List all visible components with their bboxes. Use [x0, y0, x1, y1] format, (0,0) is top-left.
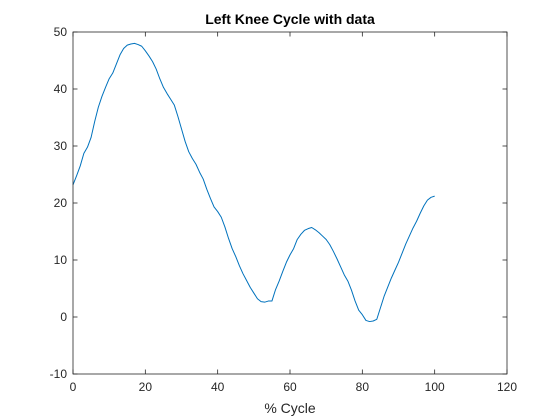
- x-tick-label: 20: [139, 380, 153, 394]
- y-tick-label: -10: [50, 367, 68, 381]
- x-tick-label: 40: [211, 380, 225, 394]
- x-tick-label: 0: [70, 380, 77, 394]
- y-tick-label: 30: [54, 139, 68, 153]
- x-tick-label: 120: [497, 380, 517, 394]
- x-tick-label: 60: [283, 380, 297, 394]
- y-tick-label: 20: [54, 196, 68, 210]
- x-tick-label: 80: [356, 380, 370, 394]
- y-tick-label: 10: [54, 253, 68, 267]
- x-tick-label: 100: [425, 380, 445, 394]
- x-axis-title: % Cycle: [264, 400, 316, 416]
- plot-area: [73, 32, 507, 374]
- y-tick-label: 50: [54, 25, 68, 39]
- y-tick-label: 0: [60, 310, 67, 324]
- chart-title: Left Knee Cycle with data: [205, 11, 375, 27]
- y-tick-label: 40: [54, 82, 68, 96]
